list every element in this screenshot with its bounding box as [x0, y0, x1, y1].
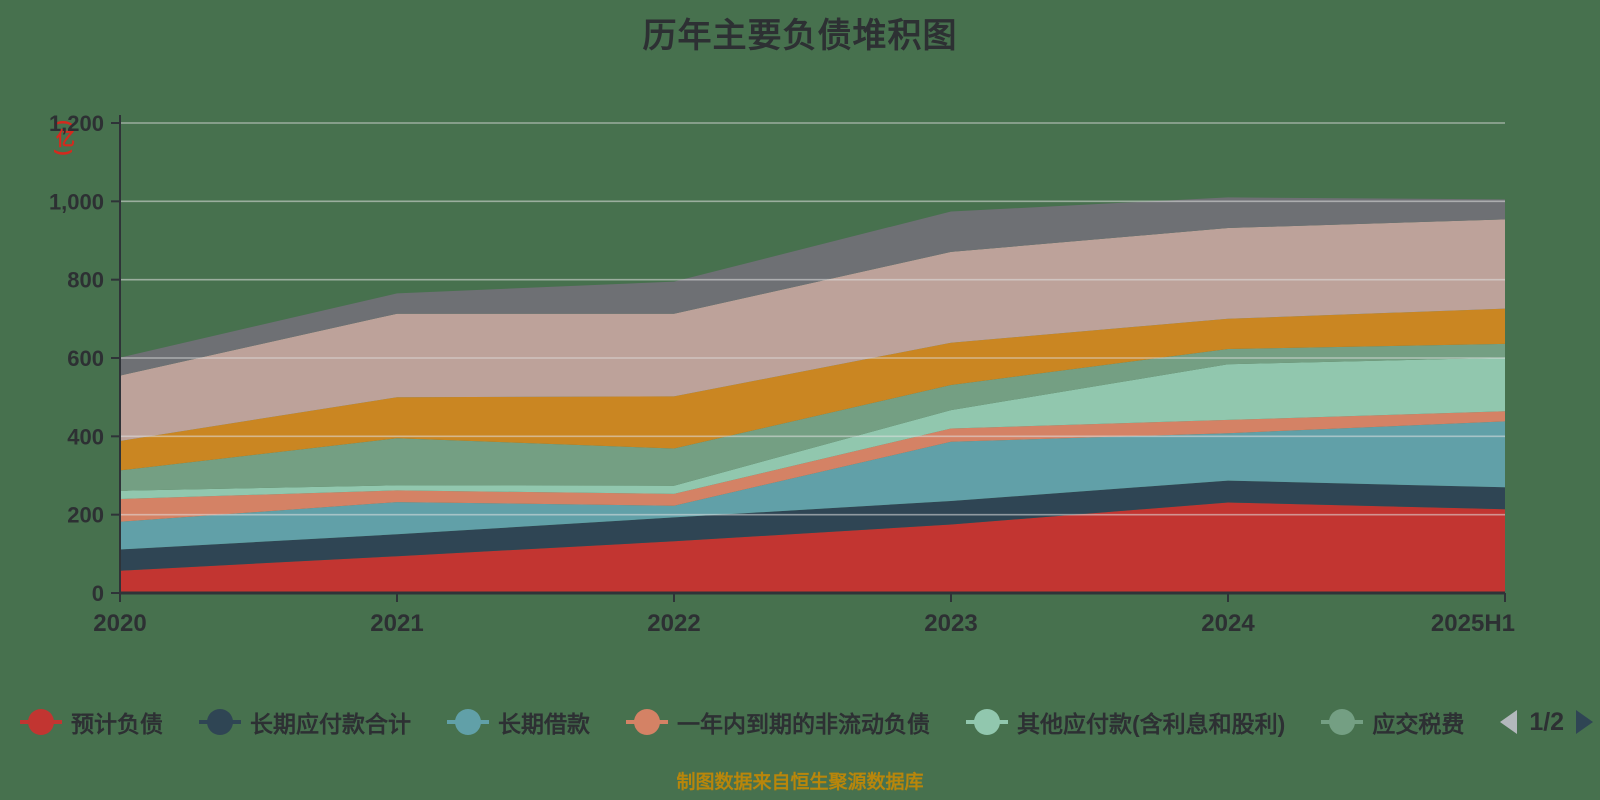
area-series-2-长期借款	[120, 421, 1505, 550]
chart-title: 历年主要负债堆积图	[642, 17, 958, 55]
area-series-7	[120, 219, 1505, 441]
y-tick-label: 1,200	[49, 111, 104, 136]
area-series-6	[120, 308, 1505, 471]
legend-next-icon[interactable]	[1576, 710, 1594, 734]
legend-item-label: 应交税费	[1372, 711, 1465, 737]
legend-line-circle-icon	[966, 709, 1008, 735]
legend-bar: 预计负债 长期应付款合计 长期借款 一年内到期的非流动负债 其他应付款(含利息和股利) 应…	[0, 700, 1600, 744]
legend-line-circle-icon	[199, 709, 241, 735]
x-tick-label: 2020	[93, 610, 146, 637]
area-series-5-应交税费	[120, 343, 1505, 491]
legend-item-一年内到期的非流动负债[interactable]: 一年内到期的非流动负债	[626, 705, 930, 739]
legend-prev-icon[interactable]	[1500, 710, 1518, 734]
x-tick-label: 2024	[1201, 610, 1255, 637]
legend-items: 预计负债 长期应付款合计 长期借款 一年内到期的非流动负债 其他应付款(含利息和股利) 应…	[20, 705, 1500, 739]
y-tick-label: 800	[67, 268, 104, 293]
area-series-4-其他应付款(含利息和股利)	[120, 357, 1505, 499]
area-series-3-一年内到期的非流动负债	[120, 411, 1505, 522]
legend-item-label: 其他应付款(含利息和股利)	[1017, 711, 1286, 737]
x-tick-label: 2021	[370, 610, 423, 637]
area-series-0-预计负债	[120, 502, 1505, 593]
legend-item-label: 一年内到期的非流动负债	[677, 711, 930, 737]
legend-item-label: 长期应付款合计	[250, 711, 411, 737]
chart-canvas: 0 200 400 600 800 1,000 1,200 2020 2021 2022 2023 2…	[49, 111, 1515, 637]
legend-pager: 1/2	[1500, 707, 1594, 737]
legend-line-circle-icon	[626, 709, 668, 735]
area-series-8	[120, 197, 1505, 376]
y-tick-label: 1,000	[49, 189, 104, 214]
y-axis-unit-label: (亿)	[53, 120, 74, 158]
legend-item-长期应付款合计[interactable]: 长期应付款合计	[199, 705, 411, 739]
legend-item-应交税费[interactable]: 应交税费	[1321, 705, 1464, 739]
y-tick-label: 400	[67, 424, 104, 449]
y-tick-label: 600	[67, 346, 104, 371]
area-series-1-长期应付款合计	[120, 480, 1505, 571]
legend-item-预计负债[interactable]: 预计负债	[20, 705, 163, 739]
x-tick-label: 2025H1	[1431, 610, 1515, 637]
legend-item-label: 预计负债	[71, 711, 163, 737]
legend-item-其他应付款(含利息和股利)[interactable]: 其他应付款(含利息和股利)	[966, 705, 1285, 739]
x-tick-label: 2023	[924, 610, 977, 637]
legend-line-circle-icon	[1321, 709, 1364, 735]
legend-page-indicator: 1/2	[1529, 707, 1565, 736]
legend-line-circle-icon	[20, 709, 62, 735]
legend-item-label: 长期借款	[498, 711, 590, 737]
x-tick-label: 2022	[647, 610, 700, 637]
legend-line-circle-icon	[447, 709, 489, 735]
footer-note: 制图数据来自恒生聚源数据库	[676, 772, 924, 793]
legend-item-长期借款[interactable]: 长期借款	[447, 705, 590, 739]
y-tick-label: 200	[67, 503, 104, 528]
y-tick-label: 0	[92, 581, 104, 606]
